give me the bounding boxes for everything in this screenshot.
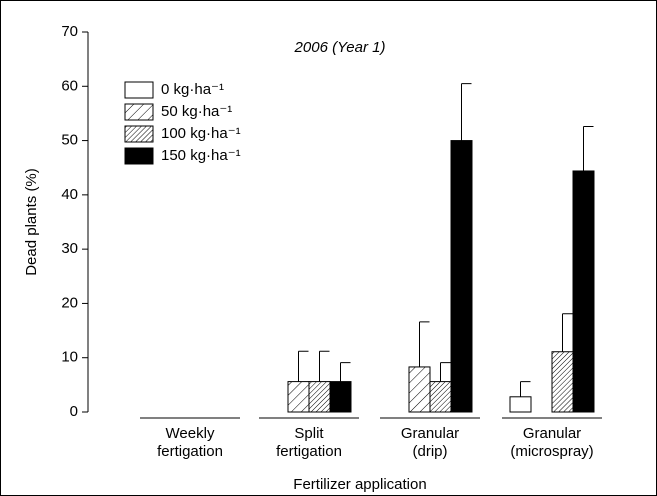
bar <box>408 366 431 413</box>
bar <box>551 351 574 413</box>
annotation: 2006 (Year 1) <box>294 39 386 56</box>
y-tick-label: 50 <box>61 132 78 149</box>
y-axis-label: Dead plants (%) <box>23 168 40 276</box>
legend-label: 50 kg·ha⁻¹ <box>161 103 232 120</box>
x-tick-label: (microspray) <box>510 443 593 460</box>
legend-swatch <box>124 103 154 121</box>
error-bar <box>298 350 309 382</box>
bar <box>308 381 331 413</box>
bar <box>450 140 473 413</box>
bar <box>509 396 532 413</box>
error-bar <box>340 362 351 382</box>
x-tick-label: Granular <box>523 425 581 442</box>
y-tick-label: 40 <box>61 186 78 203</box>
bar <box>572 170 595 413</box>
y-tick-label: 70 <box>61 23 78 40</box>
bar <box>429 381 452 413</box>
legend-swatch <box>124 125 154 143</box>
error-bar <box>562 313 573 352</box>
legend-label: 150 kg·ha⁻¹ <box>161 147 241 164</box>
error-bar <box>319 350 330 382</box>
y-tick-label: 0 <box>70 403 78 420</box>
y-tick-label: 30 <box>61 240 78 257</box>
error-bar <box>520 381 531 397</box>
x-tick-label: Granular <box>401 425 459 442</box>
x-tick-label: Split <box>294 425 324 442</box>
x-tick-label: (drip) <box>412 443 447 460</box>
y-tick-label: 60 <box>61 77 78 94</box>
error-bar <box>419 321 430 367</box>
legend-swatch <box>124 81 154 99</box>
legend-label: 0 kg·ha⁻¹ <box>161 81 224 98</box>
error-bar <box>440 362 451 382</box>
error-bar <box>461 83 472 141</box>
x-axis-label: Fertilizer application <box>293 476 426 493</box>
bar <box>329 381 352 413</box>
x-tick-label: fertigation <box>157 443 223 460</box>
error-bar <box>583 125 594 171</box>
y-tick-label: 20 <box>61 294 78 311</box>
legend-swatch <box>124 147 154 165</box>
x-tick-label: Weekly <box>166 425 215 442</box>
x-tick-label: fertigation <box>276 443 342 460</box>
y-tick-label: 10 <box>61 349 78 366</box>
bar <box>287 381 310 413</box>
legend-label: 100 kg·ha⁻¹ <box>161 125 241 142</box>
